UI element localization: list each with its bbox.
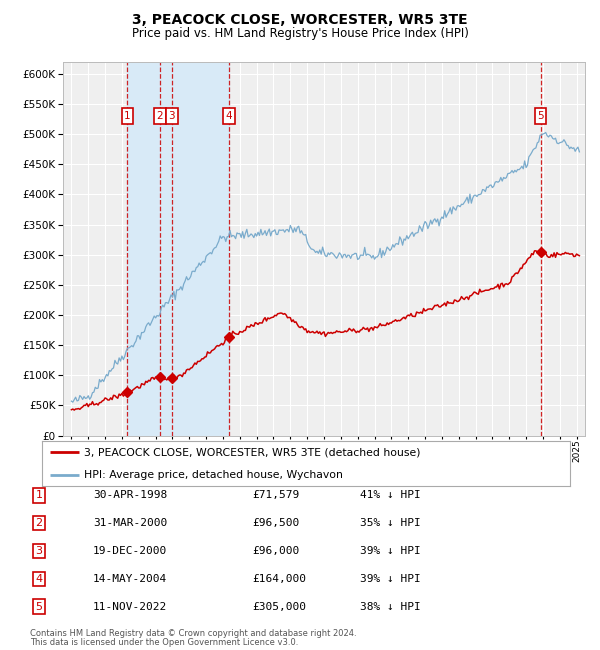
Text: 5: 5 bbox=[35, 602, 43, 612]
Text: 4: 4 bbox=[226, 111, 233, 121]
Text: 3: 3 bbox=[35, 546, 43, 556]
Text: 5: 5 bbox=[537, 111, 544, 121]
Text: 14-MAY-2004: 14-MAY-2004 bbox=[93, 574, 167, 584]
Bar bbox=[127, 62, 160, 436]
Text: 31-MAR-2000: 31-MAR-2000 bbox=[93, 518, 167, 528]
Text: 39% ↓ HPI: 39% ↓ HPI bbox=[360, 546, 421, 556]
Text: 3, PEACOCK CLOSE, WORCESTER, WR5 3TE (detached house): 3, PEACOCK CLOSE, WORCESTER, WR5 3TE (de… bbox=[84, 447, 421, 458]
Text: HPI: Average price, detached house, Wychavon: HPI: Average price, detached house, Wych… bbox=[84, 469, 343, 480]
Text: £96,500: £96,500 bbox=[252, 518, 299, 528]
Text: £71,579: £71,579 bbox=[252, 490, 299, 500]
Text: 4: 4 bbox=[35, 574, 43, 584]
Text: Price paid vs. HM Land Registry's House Price Index (HPI): Price paid vs. HM Land Registry's House … bbox=[131, 27, 469, 40]
Text: 2: 2 bbox=[157, 111, 163, 121]
Bar bbox=[160, 62, 172, 436]
Bar bbox=[172, 62, 229, 436]
Text: 3, PEACOCK CLOSE, WORCESTER, WR5 3TE: 3, PEACOCK CLOSE, WORCESTER, WR5 3TE bbox=[132, 13, 468, 27]
Text: £305,000: £305,000 bbox=[252, 602, 306, 612]
Text: 30-APR-1998: 30-APR-1998 bbox=[93, 490, 167, 500]
Text: £164,000: £164,000 bbox=[252, 574, 306, 584]
Text: 19-DEC-2000: 19-DEC-2000 bbox=[93, 546, 167, 556]
Text: £96,000: £96,000 bbox=[252, 546, 299, 556]
Text: 39% ↓ HPI: 39% ↓ HPI bbox=[360, 574, 421, 584]
Text: 3: 3 bbox=[169, 111, 175, 121]
Text: 2: 2 bbox=[35, 518, 43, 528]
Text: This data is licensed under the Open Government Licence v3.0.: This data is licensed under the Open Gov… bbox=[30, 638, 298, 647]
Text: 11-NOV-2022: 11-NOV-2022 bbox=[93, 602, 167, 612]
Text: Contains HM Land Registry data © Crown copyright and database right 2024.: Contains HM Land Registry data © Crown c… bbox=[30, 629, 356, 638]
Text: 35% ↓ HPI: 35% ↓ HPI bbox=[360, 518, 421, 528]
Text: 1: 1 bbox=[124, 111, 131, 121]
Text: 38% ↓ HPI: 38% ↓ HPI bbox=[360, 602, 421, 612]
Text: 1: 1 bbox=[35, 490, 43, 500]
Text: 41% ↓ HPI: 41% ↓ HPI bbox=[360, 490, 421, 500]
